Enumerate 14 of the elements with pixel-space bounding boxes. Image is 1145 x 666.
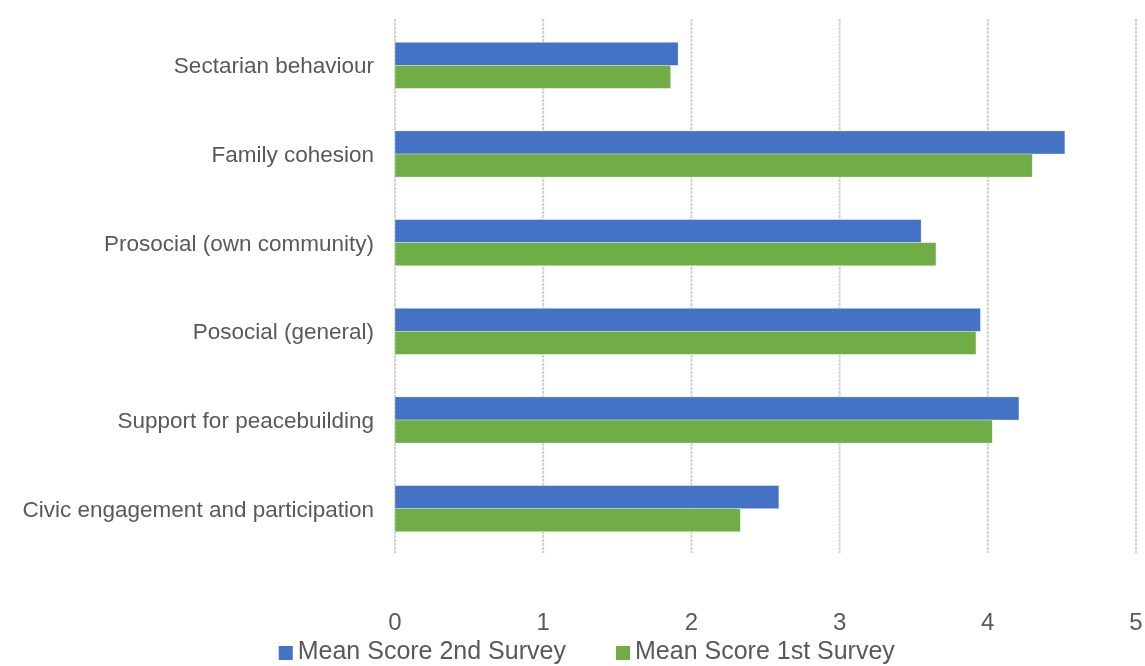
- y-tick-label: Prosocial (own community): [103, 230, 374, 256]
- y-tick-label: Sectarian behaviour: [173, 53, 375, 79]
- y-tick-label: Civic engagement and participation: [22, 496, 374, 522]
- y-tick-label: Family cohesion: [211, 142, 374, 167]
- legend-label: Mean Score 2nd Survey: [297, 636, 567, 664]
- x-tick-label: 0: [388, 608, 402, 635]
- y-tick-label: Posocial (general): [192, 319, 374, 345]
- x-tick-label: 2: [684, 608, 699, 635]
- x-tick-label: 1: [536, 608, 550, 635]
- x-tick-label: 5: [1129, 608, 1143, 635]
- x-tick-label: 3: [832, 608, 847, 635]
- legend-label: Mean Score 1st Survey: [635, 636, 896, 664]
- y-tick-label: Support for peacebuilding: [117, 408, 374, 433]
- x-tick-label: 4: [981, 608, 995, 635]
